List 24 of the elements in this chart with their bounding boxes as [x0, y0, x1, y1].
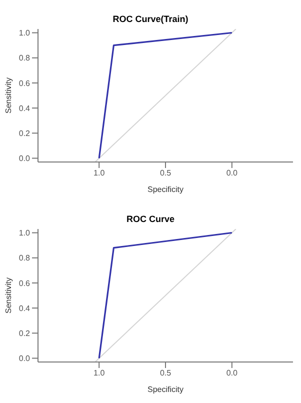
y-axis-title: Sensitivity [4, 77, 13, 114]
y-tick-label: 0.8 [18, 54, 31, 63]
y-tick-label: 0.6 [18, 278, 31, 288]
x-axis-title: Specificity [147, 185, 184, 194]
x-tick-label: 0.5 [160, 368, 172, 378]
y-tick-label: 0.4 [18, 304, 31, 313]
x-tick-label: 1.0 [94, 168, 106, 178]
y-tick-label: 1.0 [18, 28, 31, 38]
x-tick-label: 0.0 [226, 368, 238, 378]
y-tick-label: 0.8 [18, 254, 31, 263]
y-tick-label: 0.2 [18, 328, 31, 338]
y-tick-label: 0.4 [18, 104, 31, 113]
chart-title: ROC Curve(Train) [112, 14, 190, 24]
chart-title: ROC Curve [125, 214, 176, 224]
y-tick-label: 0.0 [18, 354, 31, 364]
y-axis-title: Sensitivity [4, 277, 13, 314]
x-axis-title: Specificity [147, 385, 184, 394]
x-tick-label: 1.0 [94, 368, 106, 378]
y-tick-label: 0.6 [18, 78, 31, 88]
x-tick-label: 0.5 [160, 168, 172, 178]
y-tick-label: 1.0 [18, 228, 31, 238]
y-tick-label: 0.0 [18, 154, 31, 164]
x-tick-label: 0.0 [226, 168, 238, 178]
y-tick-label: 0.2 [18, 128, 31, 138]
